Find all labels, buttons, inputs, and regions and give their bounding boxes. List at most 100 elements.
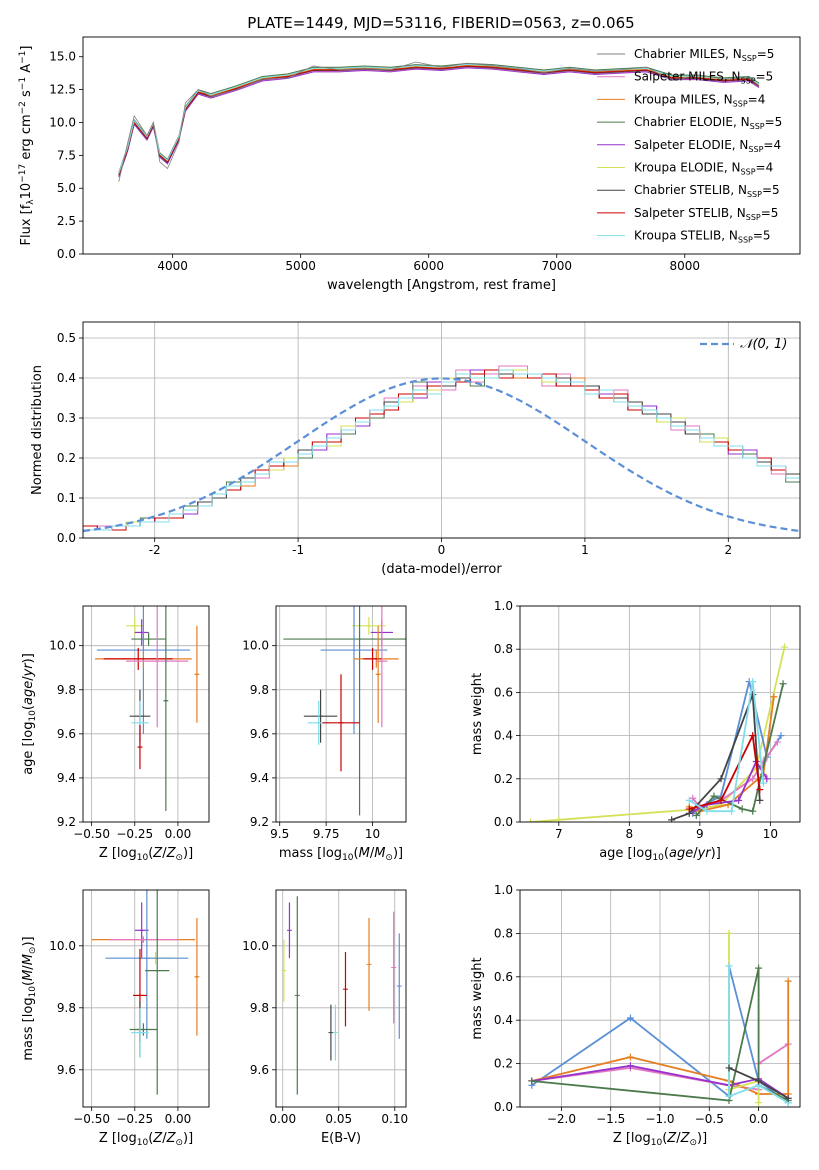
weight-line: [530, 646, 786, 822]
panel-spectrum: 4000 5000 6000 7000 8000 0.0 2.5 5.0 7.5 10.0 12.5…: [18, 36, 801, 293]
x-tick-label: -2: [149, 543, 161, 557]
y-axis-label: mass [log10(M/M⊙)]: [21, 936, 38, 1060]
panel-massweight_vs_age: 7 8 9 10 0.0 0.2 0.4 0.6 0.8 1.0 mass weight age [l…: [470, 599, 801, 863]
weight-marker: [528, 1077, 536, 1085]
label-part: age [log: [21, 722, 36, 775]
x-axis-label: E(B-V): [321, 1131, 361, 1146]
weight-marker: [779, 680, 787, 688]
legend-subscript: SSP: [741, 77, 756, 86]
y-tick-label: 0.0: [494, 815, 513, 829]
weight-marker: [755, 964, 763, 972]
label-part: 10: [28, 986, 38, 998]
weight-marker: [710, 792, 718, 800]
panel-age_vs_Z: −0.50 −0.25 0.009.29.49.69.810.0Z [log10(Z…: [21, 605, 210, 863]
x-tick-label: −0.50: [73, 1112, 110, 1126]
panel-frame: [82, 36, 801, 255]
y-label-part: 10: [19, 183, 34, 200]
y-tick-label: 0.8: [494, 926, 513, 940]
x-tick-label: −2.0: [547, 1112, 576, 1126]
x-axis-label: (data-model)/error: [381, 562, 502, 577]
y-label-part: −1: [18, 51, 28, 64]
x-axis-label: Z [log10(Z/Z⊙)]: [99, 1131, 193, 1148]
weight-marker: [759, 779, 767, 787]
y-tick-label: 0.0: [494, 1100, 513, 1114]
legend-entry: Kroupa STELIB, NSSP=5: [634, 229, 771, 245]
legend-subscript: SSP: [747, 190, 762, 199]
weight-marker: [725, 929, 733, 937]
x-tick-label: 1: [581, 543, 589, 557]
label-part: 10: [137, 1138, 149, 1148]
label-part: ⊙: [175, 853, 183, 863]
y-tick-label: 0.1: [57, 491, 76, 505]
y-axis-label: age [log10(age/yr)]: [21, 653, 38, 775]
legend-entry: Chabrier ELODIE, NSSP=5: [634, 115, 782, 131]
label-part: /: [693, 846, 698, 861]
weight-line: [689, 732, 761, 810]
weight-marker: [692, 812, 700, 820]
y-axis-label: mass weight: [470, 957, 485, 1039]
panel-frame: [82, 321, 801, 539]
legend-entry: 𝒩(0, 1): [740, 337, 787, 352]
y-tick-label: 9.6: [57, 727, 76, 741]
x-tick-label: -1: [292, 543, 304, 557]
legend-subscript: SSP: [741, 168, 756, 177]
y-tick-label: 0.2: [494, 772, 513, 786]
x-tick-label: 0.0: [749, 1112, 768, 1126]
y-tick-label: 1.0: [494, 883, 513, 897]
y-label-part: Flux [f: [19, 204, 34, 245]
legend-value: =5: [757, 47, 775, 61]
series-line: [118, 64, 760, 175]
label-part: M: [374, 846, 385, 861]
legend-subscript: SSP: [738, 236, 753, 245]
legend-value: =5: [753, 229, 771, 243]
y-tick-label: 0.4: [494, 729, 513, 743]
weight-marker: [703, 807, 711, 815]
weight-marker: [763, 775, 771, 783]
y-tick-label: 9.6: [57, 1063, 76, 1077]
label-part: M: [359, 846, 370, 861]
label-part: /: [21, 965, 36, 970]
legend-entry: Kroupa MILES, NSSP=4: [634, 92, 765, 108]
x-tick-label: 2: [724, 543, 732, 557]
weight-marker: [756, 796, 764, 804]
legend-entry: Salpeter MILES, NSSP=5: [634, 70, 773, 86]
weight-marker: [555, 816, 563, 822]
weight-marker: [717, 796, 725, 804]
panel-frame: [275, 605, 407, 823]
y-tick-label: 9.2: [57, 815, 76, 829]
label-part: age: [21, 681, 36, 705]
y-tick-label: 0.8: [494, 642, 513, 656]
label-part: yr: [21, 662, 36, 678]
label-part: /: [162, 846, 167, 861]
y-tick-label: 2.5: [57, 214, 76, 228]
label-part: M: [21, 954, 36, 965]
x-tick-label: 0: [438, 543, 446, 557]
label-part: )]: [21, 653, 36, 663]
label-part: ⊙: [689, 1138, 697, 1148]
weight-marker: [749, 678, 757, 686]
x-axis-label: Z [log10(Z/Z⊙)]: [99, 846, 193, 863]
label-part: Z: [152, 1131, 163, 1146]
label-part: 10: [342, 853, 354, 863]
series-line: [118, 66, 760, 177]
y-tick-label: 9.6: [250, 727, 269, 741]
label-part: 10: [652, 853, 664, 863]
label-part: Z: [666, 1131, 677, 1146]
label-part: )]: [183, 846, 193, 861]
y-label-part: −2: [18, 101, 28, 114]
x-tick-label: −1.5: [596, 1112, 625, 1126]
y-label-part: s: [19, 90, 34, 101]
x-axis-label: age [log10(age/yr)]: [599, 846, 721, 863]
y-tick-label: 10.0: [49, 939, 76, 953]
label-part: /: [370, 846, 375, 861]
y-tick-label: 9.4: [57, 771, 76, 785]
legend-subscript: SSP: [746, 213, 761, 222]
x-tick-label: −0.50: [73, 827, 110, 841]
legend-value: =4: [763, 138, 781, 152]
histogram-step: [83, 369, 800, 538]
x-tick-label: 7000: [541, 259, 572, 273]
legend-value: =4: [748, 92, 766, 106]
label-part: ⊙: [175, 1138, 183, 1148]
x-tick-label: 0.00: [165, 1112, 192, 1126]
y-tick-label: 10.0: [242, 639, 269, 653]
